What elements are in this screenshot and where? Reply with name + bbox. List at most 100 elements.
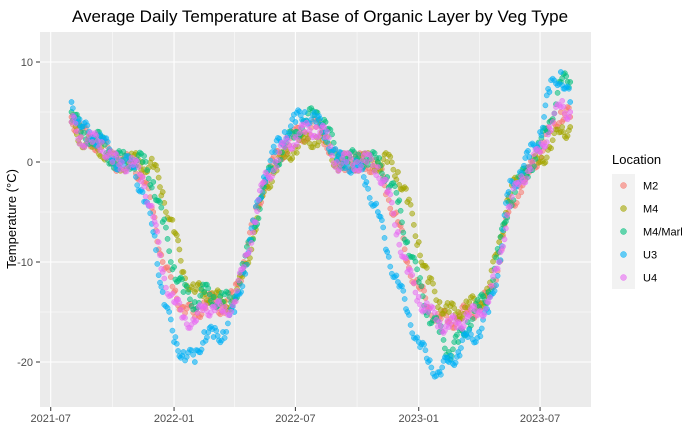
data-point bbox=[159, 189, 166, 195]
data-point bbox=[247, 247, 253, 253]
legend-item-m2: M2 bbox=[612, 174, 658, 197]
data-point bbox=[501, 236, 508, 243]
data-point bbox=[491, 288, 498, 294]
data-point bbox=[397, 207, 404, 214]
data-point bbox=[212, 307, 218, 314]
data-point bbox=[250, 229, 256, 236]
data-point bbox=[379, 170, 385, 177]
data-point bbox=[417, 275, 423, 281]
data-point bbox=[332, 146, 339, 152]
legend-swatch bbox=[620, 251, 627, 258]
data-point bbox=[98, 139, 105, 145]
data-point bbox=[548, 127, 554, 134]
data-point bbox=[523, 175, 530, 182]
data-point bbox=[392, 183, 398, 189]
data-point bbox=[197, 292, 204, 299]
data-point bbox=[293, 149, 300, 156]
data-point bbox=[185, 289, 192, 295]
data-point bbox=[330, 139, 337, 146]
data-point bbox=[395, 229, 401, 235]
data-point bbox=[368, 156, 375, 162]
data-point bbox=[193, 317, 200, 324]
data-point bbox=[395, 169, 401, 175]
data-point bbox=[248, 240, 255, 246]
data-point bbox=[158, 204, 165, 211]
data-point bbox=[370, 162, 376, 169]
data-point bbox=[193, 286, 200, 293]
data-point bbox=[301, 129, 308, 135]
data-point bbox=[496, 259, 503, 265]
data-point bbox=[169, 291, 176, 297]
data-point bbox=[396, 197, 403, 204]
x-tick-label: 2022-01 bbox=[154, 413, 194, 425]
data-point bbox=[206, 291, 213, 298]
data-point bbox=[468, 331, 474, 338]
data-point bbox=[180, 269, 187, 275]
data-point bbox=[418, 283, 425, 289]
data-point bbox=[159, 269, 166, 275]
data-point bbox=[267, 183, 274, 190]
data-point bbox=[349, 161, 356, 168]
data-point bbox=[84, 122, 91, 129]
data-point bbox=[159, 259, 166, 265]
data-point bbox=[145, 175, 152, 182]
data-point bbox=[289, 155, 296, 161]
data-point bbox=[324, 128, 331, 135]
data-point bbox=[139, 189, 146, 195]
data-point bbox=[317, 115, 324, 122]
data-point bbox=[134, 182, 141, 189]
data-point bbox=[226, 293, 233, 300]
data-point bbox=[454, 331, 460, 338]
data-point bbox=[239, 283, 246, 290]
legend-label: M4 bbox=[643, 204, 658, 216]
data-point bbox=[155, 174, 162, 181]
data-point bbox=[423, 300, 430, 306]
data-point bbox=[139, 174, 146, 180]
data-point bbox=[409, 272, 416, 278]
data-point bbox=[508, 193, 515, 200]
data-point bbox=[177, 306, 184, 313]
data-point bbox=[150, 214, 157, 220]
data-point bbox=[482, 306, 489, 312]
legend-item-m4: M4 bbox=[612, 197, 658, 220]
data-point bbox=[148, 202, 155, 209]
data-point bbox=[161, 216, 168, 223]
data-point bbox=[293, 141, 300, 148]
data-point bbox=[440, 337, 447, 343]
data-point bbox=[436, 299, 443, 305]
data-point bbox=[542, 102, 549, 109]
data-point bbox=[526, 154, 533, 160]
series-u4 bbox=[68, 98, 574, 336]
data-point bbox=[385, 254, 392, 260]
data-point bbox=[135, 164, 142, 170]
data-point bbox=[202, 302, 209, 309]
data-point bbox=[525, 148, 531, 154]
data-point bbox=[183, 283, 190, 290]
data-point bbox=[485, 299, 492, 305]
data-point bbox=[172, 334, 179, 340]
data-point bbox=[194, 309, 201, 316]
data-point bbox=[286, 130, 293, 137]
legend-label: M4/Marl bbox=[643, 227, 683, 239]
data-point bbox=[442, 345, 448, 352]
data-point bbox=[257, 187, 263, 194]
data-point bbox=[564, 132, 571, 139]
data-point bbox=[450, 346, 456, 353]
data-point bbox=[456, 352, 463, 359]
data-point bbox=[159, 289, 166, 295]
data-point bbox=[390, 166, 397, 173]
data-point bbox=[354, 159, 360, 165]
data-point bbox=[466, 312, 473, 319]
minor-gridlines bbox=[40, 32, 591, 407]
data-point bbox=[529, 158, 536, 165]
data-point bbox=[507, 203, 514, 210]
data-point bbox=[163, 209, 169, 215]
data-point bbox=[567, 124, 574, 130]
data-point bbox=[459, 337, 466, 344]
data-point bbox=[406, 196, 412, 203]
data-point bbox=[292, 119, 299, 125]
data-point bbox=[205, 285, 212, 292]
data-point bbox=[169, 216, 176, 223]
data-point bbox=[379, 217, 385, 224]
data-point bbox=[114, 156, 121, 162]
